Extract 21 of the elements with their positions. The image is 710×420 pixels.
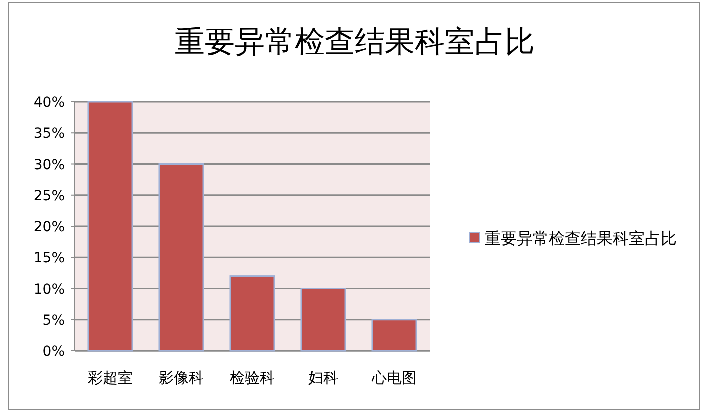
y-tick-label: 0%: [42, 344, 65, 360]
x-tick-label: 彩超室: [88, 369, 133, 387]
y-tick-label: 10%: [34, 282, 65, 298]
y-tick-label: 30%: [34, 157, 65, 174]
y-tick-label: 25%: [34, 188, 65, 204]
y-tick-label: 20%: [34, 220, 65, 236]
y-tick-label: 40%: [34, 95, 65, 111]
x-tick-label: 检验科: [230, 369, 275, 387]
bar: [88, 101, 134, 352]
y-tick-label: 35%: [34, 126, 65, 142]
bar: [158, 164, 204, 352]
y-tick-label: 15%: [34, 250, 65, 267]
x-tick-label: 妇科: [308, 369, 338, 387]
bar: [230, 276, 276, 352]
x-tick-label: 心电图: [371, 369, 417, 387]
bar: [300, 288, 346, 352]
x-tick-label: 影像科: [159, 369, 204, 387]
title: 重要异常检查结果科室占比: [175, 25, 535, 60]
legend-label: 重要异常检查结果科室占比: [485, 229, 677, 248]
bar: [372, 319, 418, 352]
y-tick-label: 5%: [42, 312, 65, 329]
